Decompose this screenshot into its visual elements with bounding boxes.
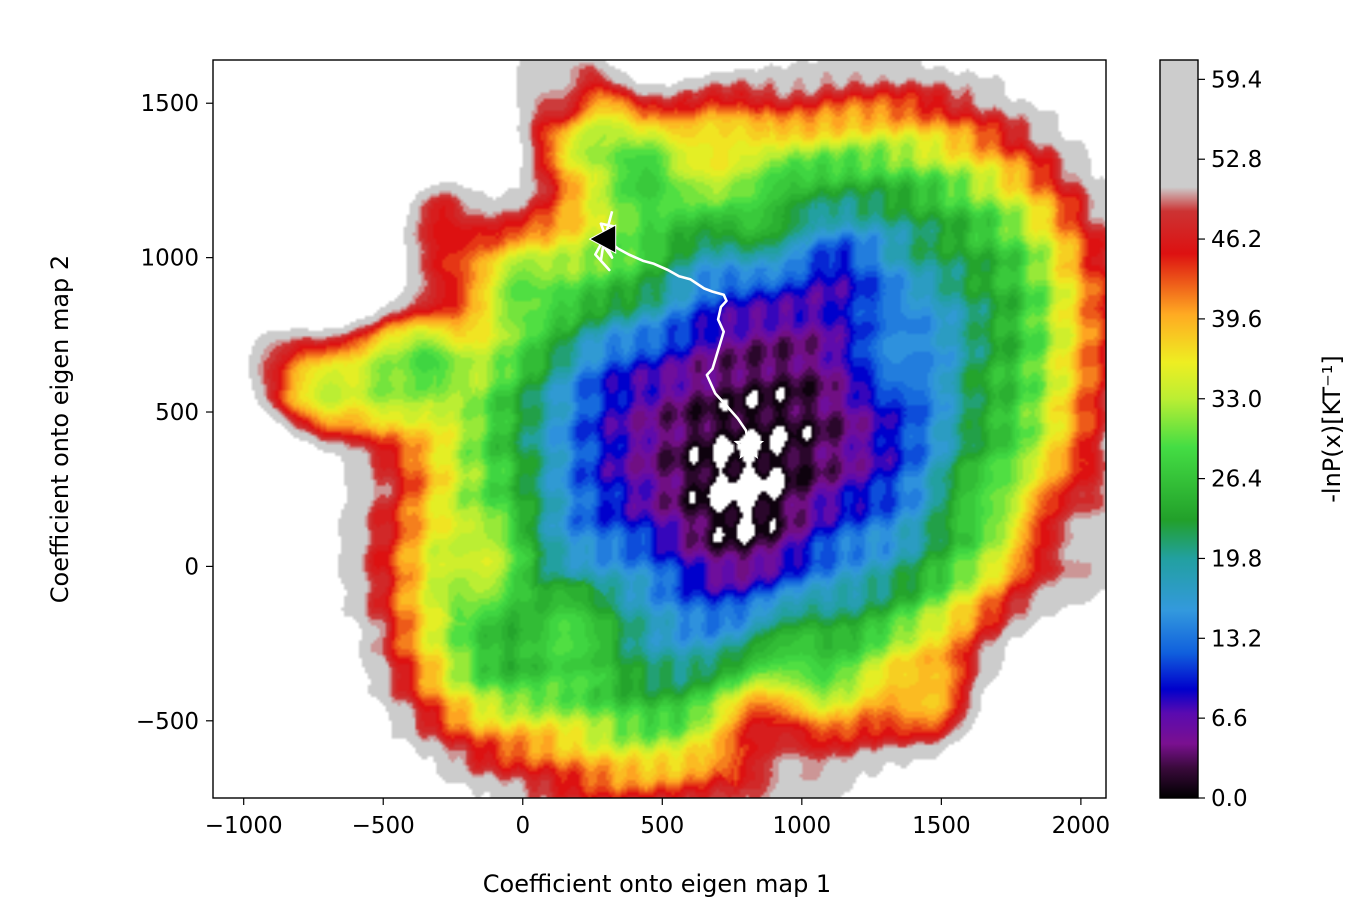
x-tick-label: 1500 — [912, 813, 971, 839]
colorbar-tick-label: 26.4 — [1211, 467, 1262, 493]
y-tick-label: 0 — [184, 554, 199, 580]
y-axis-label: Coefficient onto eigen map 2 — [46, 255, 74, 603]
colorbar-frame — [1159, 59, 1199, 799]
x-axis-label: Coefficient onto eigen map 1 — [483, 870, 831, 898]
x-tick-label: −1000 — [205, 813, 283, 839]
colorbar-tick-label: 52.8 — [1211, 147, 1262, 173]
x-tick-label: −500 — [352, 813, 415, 839]
colorbar-tick-label: 6.6 — [1211, 706, 1248, 732]
y-tick-label: 1500 — [140, 91, 199, 117]
y-tick-label: −500 — [136, 709, 199, 735]
colorbar-tick-label: 59.4 — [1211, 67, 1262, 93]
x-tick-label: 500 — [640, 813, 684, 839]
colorbar-gradient — [1160, 60, 1198, 798]
colorbar-tick-label: 19.8 — [1211, 546, 1262, 572]
trajectory-markers — [588, 224, 765, 460]
colorbar-tick-label: 13.2 — [1211, 626, 1262, 652]
colorbar-tick-label: 39.6 — [1211, 307, 1262, 333]
start-star-marker — [733, 429, 765, 460]
x-tick-label: 0 — [515, 813, 530, 839]
colorbar: 0.0 6.6 13.2 19.8 26.4 33.0 39.6 46.2 52.8 59.4 — [1159, 59, 1262, 812]
plot-area — [213, 60, 1106, 798]
y-tick-label: 1000 — [140, 246, 199, 272]
plot-frame — [212, 59, 1107, 799]
y-tick-label: 500 — [155, 400, 199, 426]
colorbar-label: -lnP(x)[KT⁻¹] — [1318, 355, 1346, 503]
y-axis: −500 0 500 1000 1500 — [136, 91, 213, 735]
free-energy-heatmap — [213, 60, 1106, 798]
colorbar-tick-label: 0.0 — [1211, 786, 1248, 812]
x-tick-label: 1000 — [773, 813, 832, 839]
colorbar-tick-label: 33.0 — [1211, 387, 1262, 413]
colorbar-ticks: 0.0 6.6 13.2 19.8 26.4 33.0 39.6 46.2 52.8 59.4 — [1198, 67, 1262, 812]
x-tick-label: 2000 — [1052, 813, 1111, 839]
colorbar-tick-label: 46.2 — [1211, 227, 1262, 253]
x-axis: −1000 −500 0 500 1000 1500 2000 — [205, 798, 1110, 839]
end-triangle-marker — [588, 224, 617, 254]
